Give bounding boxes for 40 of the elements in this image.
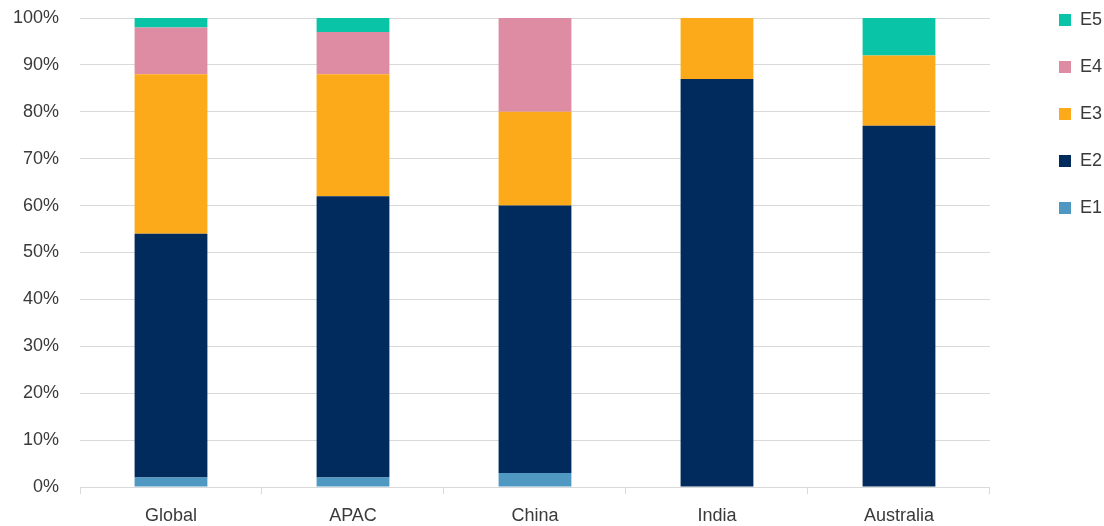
x-tick-label: China <box>511 504 560 525</box>
y-tick-label: 40% <box>22 288 59 309</box>
bar <box>680 18 754 79</box>
bar <box>498 472 572 487</box>
legend-label: E3 <box>1079 102 1103 123</box>
legend-label: E5 <box>1079 8 1103 29</box>
bar <box>498 111 572 206</box>
y-tick-label: 80% <box>22 100 59 121</box>
y-tick-label: 10% <box>22 429 59 450</box>
legend-label: E1 <box>1079 196 1103 217</box>
bar <box>316 196 390 478</box>
bar <box>134 74 208 234</box>
bar <box>316 477 390 487</box>
bar <box>134 233 208 478</box>
y-tick-label: 100% <box>12 6 59 27</box>
bar <box>862 55 936 126</box>
legend-label: E4 <box>1079 55 1103 76</box>
y-tick-label: 90% <box>22 53 59 74</box>
bar <box>316 18 390 33</box>
y-tick-label: 70% <box>22 147 59 168</box>
bar <box>680 78 754 487</box>
x-tick-label: Australia <box>863 504 935 525</box>
x-tick-label: APAC <box>329 504 377 525</box>
bar <box>862 18 936 56</box>
bar <box>316 32 390 75</box>
y-tick-label: 30% <box>22 335 59 356</box>
y-tick-label: 50% <box>22 241 59 262</box>
bar <box>498 205 572 473</box>
legend-label: E2 <box>1079 149 1103 170</box>
bar <box>134 27 208 75</box>
bar <box>862 125 936 487</box>
x-tick-label: India <box>697 504 738 525</box>
x-tick-label: Global <box>144 504 198 525</box>
bar <box>134 477 208 487</box>
y-tick-label: 20% <box>22 382 59 403</box>
bar <box>134 18 208 28</box>
y-tick-label: 0% <box>32 475 59 496</box>
y-tick-label: 60% <box>22 194 59 215</box>
bar <box>316 74 390 197</box>
bar <box>498 18 572 112</box>
